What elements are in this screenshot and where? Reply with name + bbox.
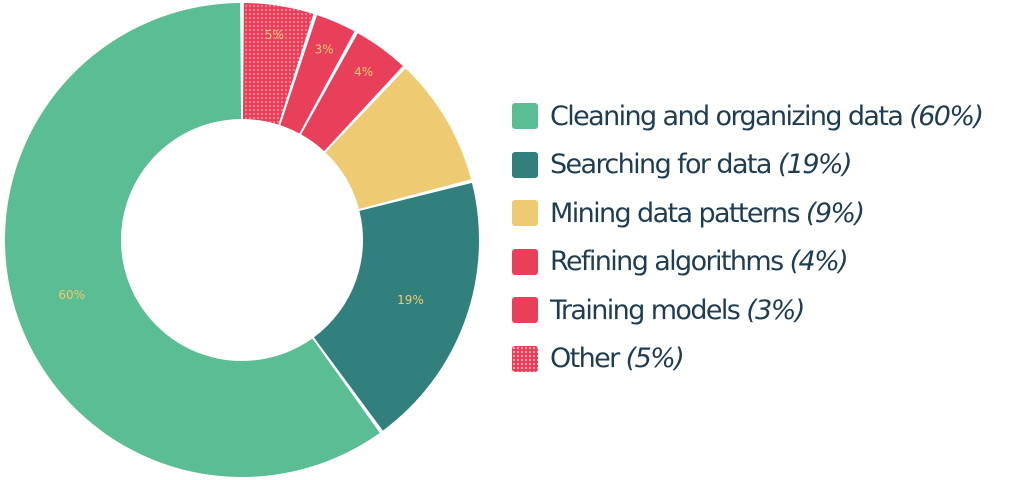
slice-data-label: 4% <box>354 65 373 79</box>
legend-label: Searching for data (19%) <box>550 149 853 181</box>
chart-legend: Cleaning and organizing data (60%) Search… <box>512 92 984 384</box>
legend-swatch <box>512 151 538 178</box>
legend-label: Other (5%) <box>550 343 685 375</box>
legend-label: Mining data patterns (9%) <box>550 197 865 229</box>
legend-swatch <box>512 248 538 275</box>
legend-swatch <box>512 345 538 372</box>
legend-item: Cleaning and organizing data (60%) <box>512 92 984 141</box>
slice-data-label: 5% <box>265 28 284 42</box>
legend-item: Other (5%) <box>512 335 982 384</box>
legend-label-percent: (3%) <box>746 294 805 326</box>
slice-data-label: 19% <box>397 293 424 307</box>
legend-label-percent: (4%) <box>789 246 849 278</box>
slice-data-label: 3% <box>315 43 334 57</box>
donut-slice-refining-algorithms <box>301 33 403 152</box>
legend-label-text: Refining algorithms <box>550 246 790 278</box>
legend-swatch <box>512 297 538 324</box>
legend-label-text: Mining data patterns <box>550 197 806 229</box>
legend-label-percent: (19%) <box>777 149 853 181</box>
legend-label: Training models (3%) <box>550 294 805 326</box>
donut-slice-other <box>242 3 314 125</box>
legend-item: Training models (3%) <box>512 286 982 335</box>
legend-label-percent: (9%) <box>805 197 865 229</box>
legend-label-text: Other <box>550 343 626 375</box>
legend-label: Cleaning and organizing data (60%) <box>550 100 984 132</box>
legend-item: Mining data patterns (9%) <box>512 189 982 238</box>
legend-label-percent: (60%) <box>909 100 984 132</box>
legend-item: Refining algorithms (4%) <box>512 238 982 287</box>
legend-swatch <box>512 200 538 227</box>
donut-chart: 5% 3% 4% 19% 60% <box>4 3 479 477</box>
donut-slice-searching-for-data <box>313 182 479 431</box>
slice-data-label: 60% <box>58 288 85 302</box>
legend-label-text: Searching for data <box>550 149 778 181</box>
legend-swatch <box>512 103 538 130</box>
legend-label: Refining algorithms (4%) <box>550 246 849 278</box>
donut-slice-mining-data-patterns <box>325 68 472 209</box>
legend-item: Searching for data (19%) <box>512 141 982 190</box>
legend-label-text: Cleaning and organizing data <box>550 100 910 132</box>
legend-label-text: Training models <box>550 294 747 326</box>
donut-slice-cleaning-and-organizing-data <box>4 3 380 477</box>
donut-slice-training-models <box>280 15 355 134</box>
legend-label-percent: (5%) <box>625 343 685 375</box>
